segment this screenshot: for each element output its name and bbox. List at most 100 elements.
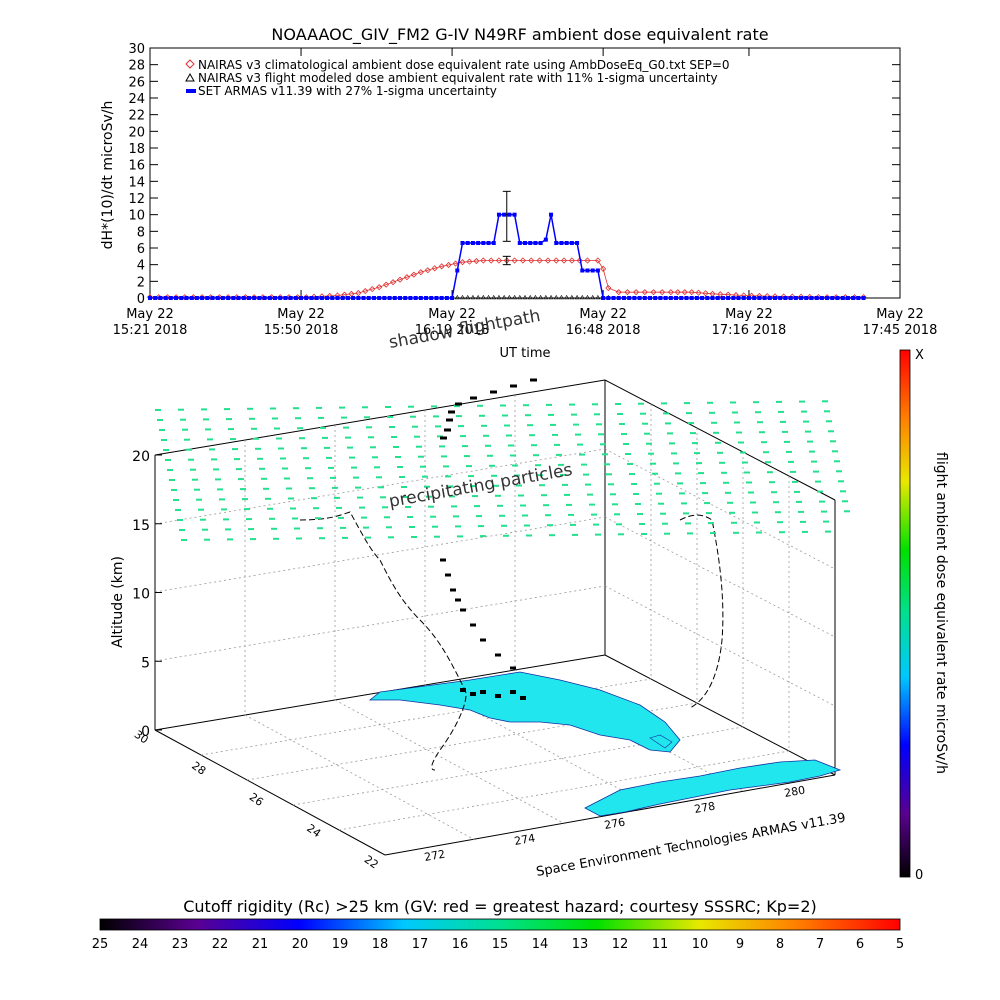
data-point-armas bbox=[288, 296, 293, 300]
x-tick-date: May 22 bbox=[428, 307, 476, 322]
data-point-clim bbox=[594, 257, 601, 264]
data-point-armas bbox=[720, 296, 725, 300]
data-point-armas bbox=[174, 296, 179, 300]
data-point-armas bbox=[304, 296, 309, 300]
data-point-armas bbox=[668, 296, 673, 300]
data-point-flight-model bbox=[486, 294, 492, 300]
data-point-armas bbox=[299, 296, 304, 300]
data-point-clim bbox=[702, 290, 709, 297]
latitude-tick-label: 26 bbox=[247, 790, 266, 809]
longitude-tick-label: 280 bbox=[783, 784, 806, 800]
data-point-armas bbox=[767, 296, 772, 300]
legend-marker-clim bbox=[185, 59, 195, 69]
data-point-armas bbox=[408, 296, 413, 300]
florida-landmass bbox=[368, 671, 681, 753]
credit-label: Space Environment Technologies ARMAS v11… bbox=[535, 811, 847, 880]
data-point-armas bbox=[799, 296, 804, 300]
cutoff-label: 24 bbox=[132, 937, 149, 952]
data-point-armas bbox=[387, 296, 392, 300]
legend-marker-flight-model bbox=[185, 72, 195, 82]
data-point-clim bbox=[473, 257, 480, 265]
data-point-flight-model bbox=[548, 294, 554, 300]
cutoff-label: 5 bbox=[896, 937, 904, 952]
data-point-armas bbox=[606, 296, 611, 300]
data-point-armas bbox=[371, 296, 376, 300]
data-point-clim bbox=[480, 257, 487, 264]
data-point-armas bbox=[220, 296, 225, 300]
data-point-armas bbox=[439, 296, 444, 300]
data-point-armas bbox=[538, 241, 543, 245]
data-point-armas bbox=[773, 296, 777, 300]
data-point-armas bbox=[246, 296, 251, 300]
data-point-armas bbox=[731, 296, 736, 300]
annotation-shadow: shadow bbox=[387, 322, 455, 353]
altitude-tick-label: 0 bbox=[141, 724, 150, 740]
grid bbox=[154, 395, 836, 841]
data-point-armas bbox=[215, 296, 220, 300]
data-point-armas bbox=[252, 296, 257, 300]
cutoff-bar-gradient bbox=[99, 918, 901, 931]
y-tick-label: 4 bbox=[137, 259, 145, 274]
data-point-armas bbox=[356, 296, 361, 300]
y-tick-label: 24 bbox=[128, 92, 145, 107]
x-tick-date: May 22 bbox=[126, 307, 174, 322]
data-point-armas bbox=[700, 296, 705, 300]
dose-rate-panel: NOAAAOC_GIV_FM2 G-IV N49RF ambient dose … bbox=[100, 25, 937, 361]
data-point-armas bbox=[236, 296, 241, 300]
data-point-armas bbox=[481, 241, 486, 245]
data-point-clim bbox=[431, 265, 438, 272]
data-point-armas bbox=[283, 296, 288, 300]
data-point-armas bbox=[861, 296, 866, 300]
cutoff-label: 20 bbox=[292, 937, 309, 952]
latitude-tick-label: 24 bbox=[304, 822, 323, 841]
data-point-armas bbox=[642, 296, 647, 300]
data-point-armas bbox=[325, 296, 330, 300]
data-point-armas bbox=[450, 296, 455, 300]
data-point-clim bbox=[355, 289, 362, 297]
data-point-armas bbox=[564, 241, 569, 245]
altitude-axis-label: Altitude (km) bbox=[110, 556, 126, 648]
data-point-armas bbox=[184, 296, 189, 300]
data-point-armas bbox=[377, 296, 382, 300]
data-point-armas bbox=[825, 296, 830, 300]
cutoff-label: 11 bbox=[652, 937, 669, 952]
data-point-armas bbox=[590, 268, 595, 273]
shadow-track-2 bbox=[679, 514, 724, 709]
cutoff-label: 8 bbox=[776, 937, 784, 952]
data-point-armas bbox=[486, 241, 491, 245]
data-point-armas bbox=[444, 296, 449, 300]
data-point-armas bbox=[679, 296, 684, 300]
legend: NAIRAS v3 climatological ambient dose eq… bbox=[185, 58, 730, 98]
cutoff-label: 21 bbox=[252, 937, 269, 952]
data-point-armas bbox=[179, 296, 184, 300]
x-tick-date: May 22 bbox=[579, 307, 627, 322]
data-point-armas bbox=[653, 296, 658, 300]
data-point-flight-model bbox=[501, 294, 507, 300]
data-point-armas bbox=[460, 241, 465, 245]
flightpath-shadow-point bbox=[460, 688, 466, 692]
data-point-armas bbox=[830, 296, 835, 300]
data-point-armas bbox=[470, 241, 475, 245]
data-point-armas bbox=[804, 296, 809, 300]
data-point-flight-model bbox=[527, 294, 533, 300]
data-point-clim bbox=[674, 289, 681, 296]
data-point-armas bbox=[752, 296, 757, 300]
data-point-armas bbox=[569, 241, 574, 245]
data-point-clim bbox=[488, 257, 495, 264]
data-point-armas bbox=[684, 296, 689, 300]
data-point-clim bbox=[369, 286, 376, 293]
data-point-flight-model bbox=[459, 294, 466, 300]
data-point-flight-model bbox=[454, 294, 460, 300]
data-point-clim bbox=[584, 257, 591, 264]
data-point-armas bbox=[257, 296, 262, 300]
data-point-armas bbox=[262, 296, 267, 300]
data-point-armas bbox=[595, 268, 600, 273]
data-point-armas bbox=[382, 296, 387, 300]
data-point-armas bbox=[231, 296, 236, 300]
data-point-clim bbox=[624, 289, 631, 296]
data-point-flight-model bbox=[532, 294, 538, 300]
cutoff-label: 15 bbox=[492, 937, 509, 952]
data-point-armas bbox=[434, 296, 439, 300]
y-tick-label: 30 bbox=[128, 42, 145, 57]
